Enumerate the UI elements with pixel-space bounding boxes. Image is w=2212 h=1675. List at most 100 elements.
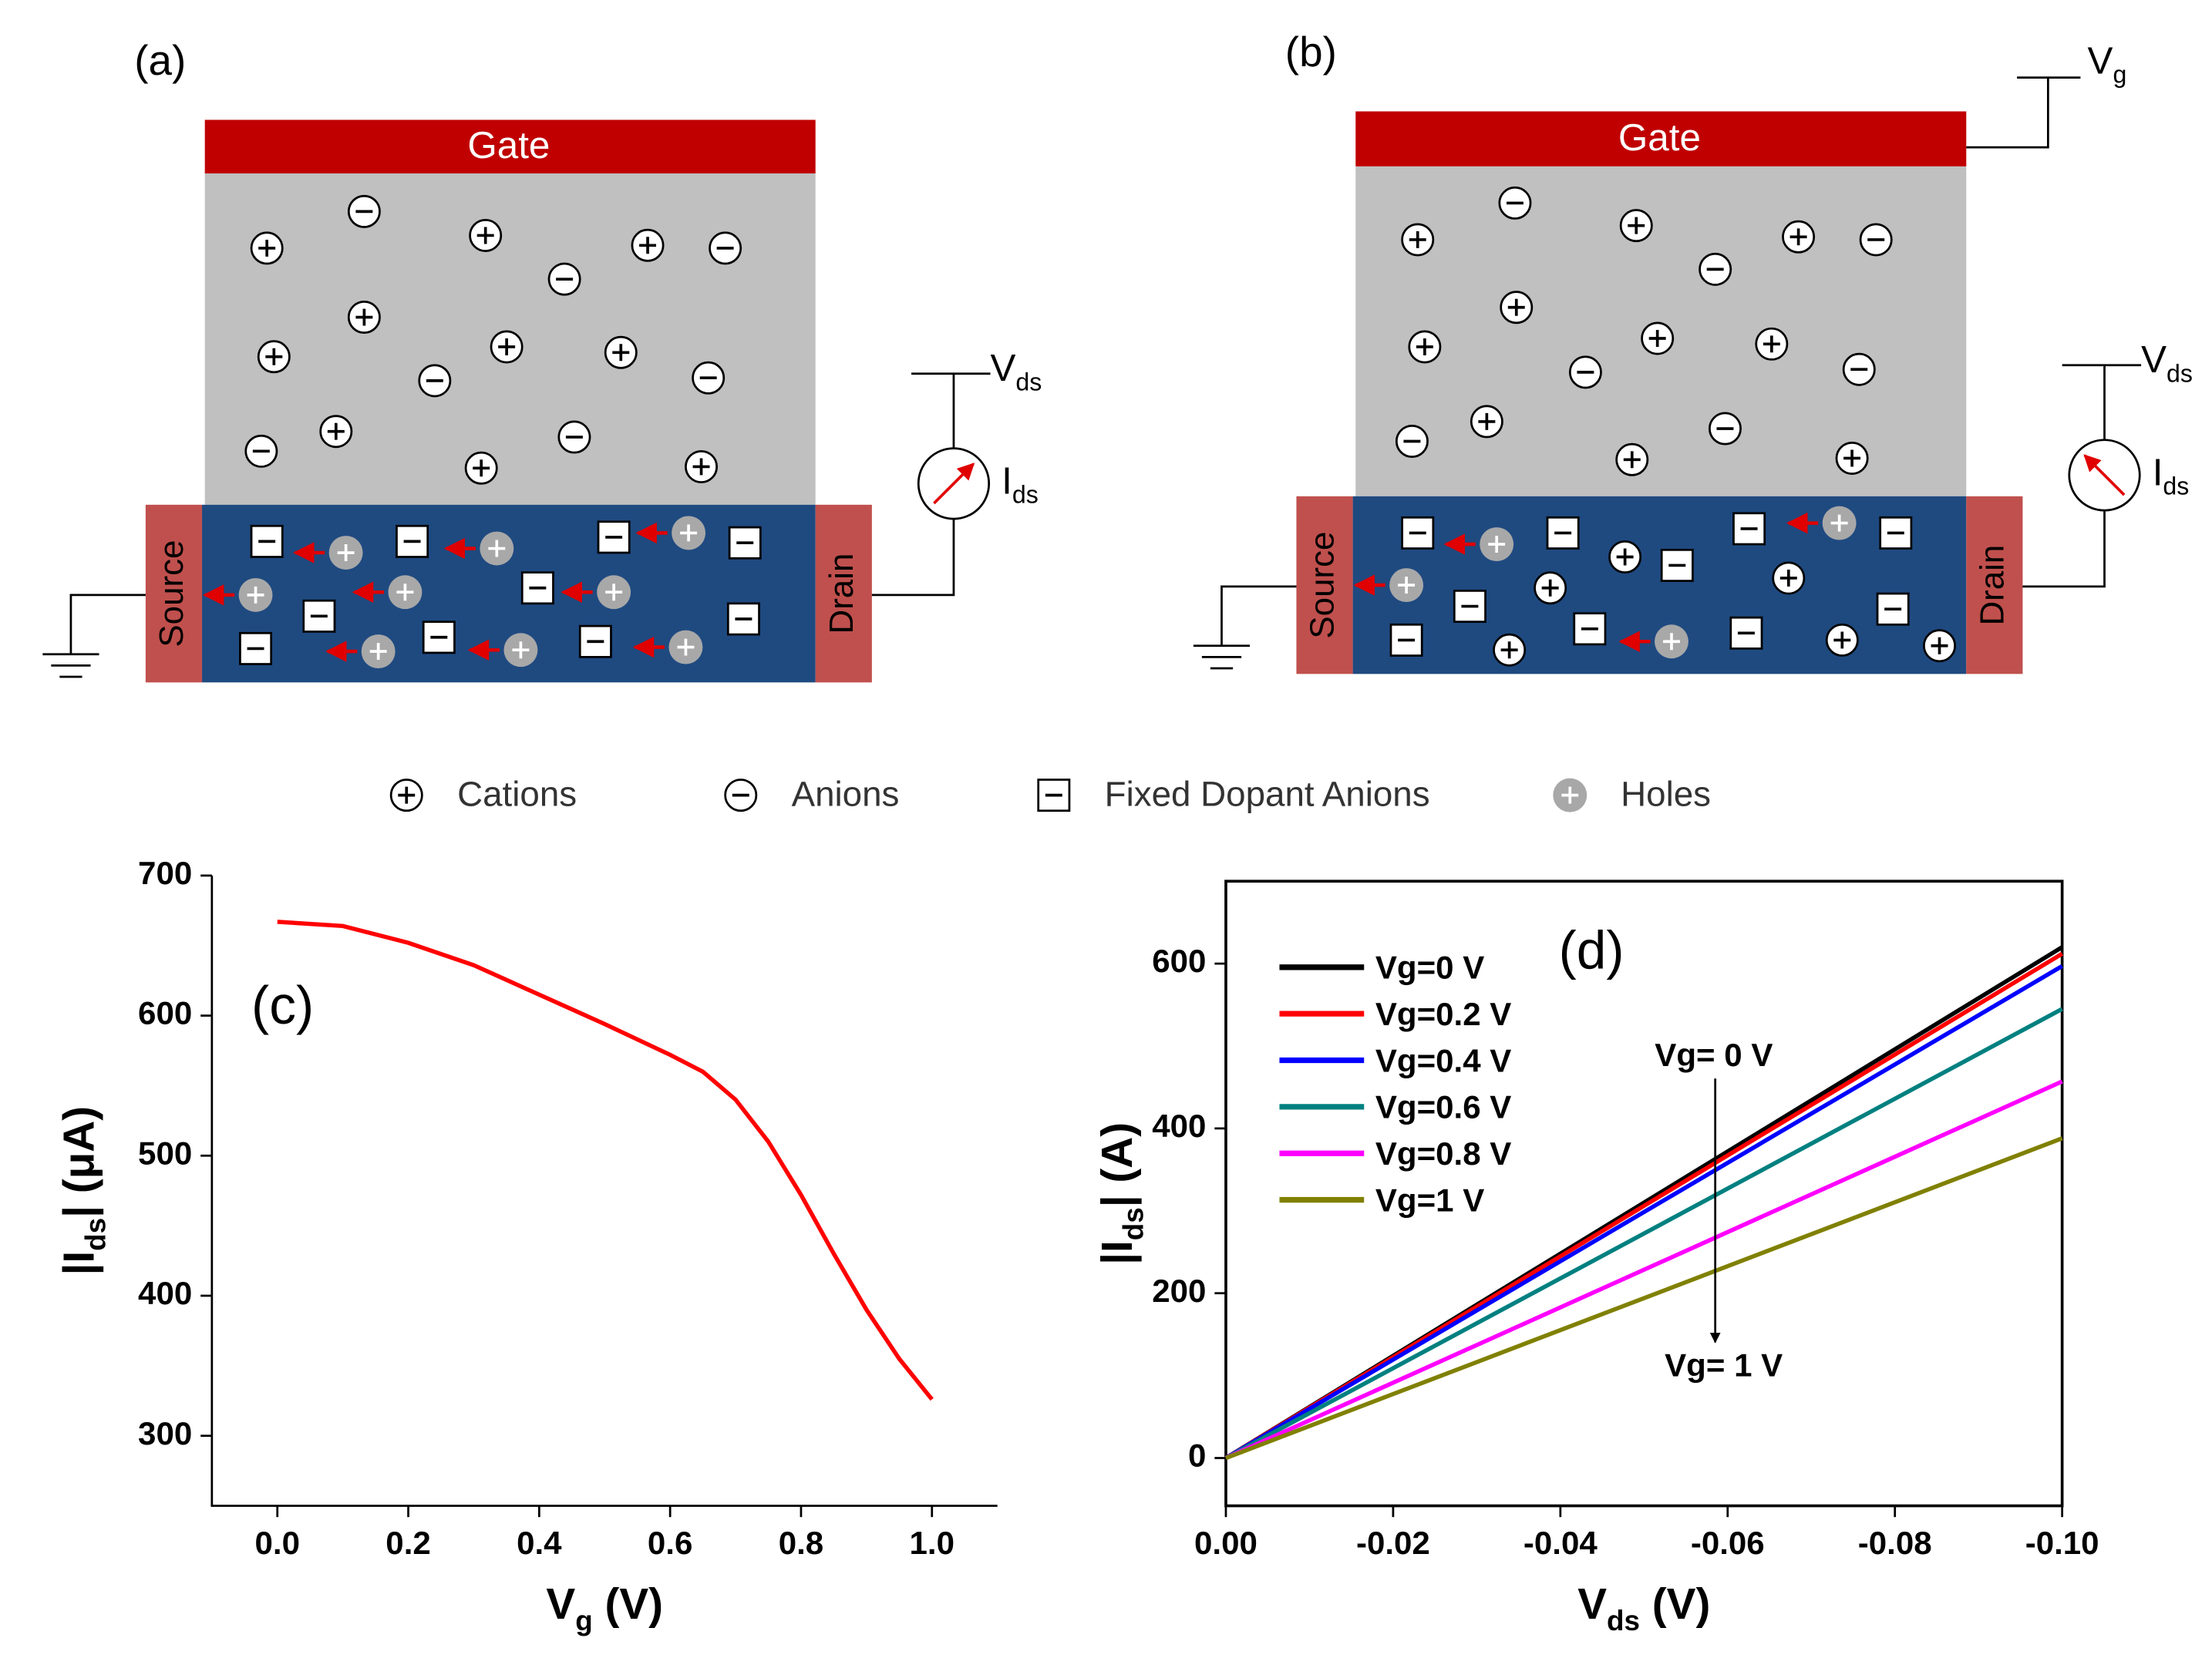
panel-label: (b) — [1285, 28, 1337, 76]
ground — [1193, 644, 1251, 670]
ids-label-main: I — [2153, 451, 2163, 493]
cation-sign — [265, 348, 283, 365]
data-line — [277, 920, 934, 1401]
cation-sign — [1616, 548, 1634, 566]
ids-label-sub: ds — [1012, 481, 1039, 509]
x-tick-label: -0.02 — [1356, 1525, 1430, 1561]
y-tick-label: 500 — [138, 1135, 192, 1171]
annotation: Vg= 0 V — [1655, 1037, 1773, 1073]
cation-sign — [1843, 449, 1861, 467]
cation-sign — [1409, 230, 1426, 248]
x-tick-label: 0.6 — [648, 1525, 692, 1561]
cation-sign — [1648, 330, 1666, 347]
vg-label-main: V — [2088, 39, 2113, 82]
cation-sign — [639, 237, 657, 254]
gate — [204, 119, 816, 173]
hole-sign — [680, 524, 698, 542]
cation-sign — [1416, 338, 1433, 355]
chart: 0.00 -0.02 -0.04 -0.06 -0.08 -0.10 0 200 400 600 V… — [1093, 880, 2099, 1636]
hole-sign — [247, 586, 264, 604]
hole-sign — [605, 584, 623, 601]
legend-label: Fixed Dopant Anions — [1105, 775, 1430, 814]
drain-wire — [871, 372, 991, 597]
x-axis-title-main: V — [1577, 1580, 1607, 1629]
ids-label-main: I — [1002, 459, 1012, 502]
cation-sign — [1789, 228, 1807, 246]
cation-sign — [1833, 631, 1851, 649]
y-tick-label: 600 — [138, 995, 192, 1031]
cation-sign — [692, 458, 710, 476]
drain-label: Drain — [823, 553, 860, 634]
ammeter-needle — [933, 462, 975, 505]
y-tick-label: 0 — [1188, 1438, 1206, 1474]
drain-label: Drain — [1973, 545, 2011, 626]
source — [1296, 496, 1353, 674]
legend-label: Vg=0.2 V — [1375, 996, 1511, 1032]
cation-sign — [355, 308, 373, 326]
cation-sign — [1541, 579, 1559, 597]
y-axis-title-main: |I — [56, 1251, 104, 1276]
dopant — [396, 524, 429, 558]
source-label: Source — [153, 540, 190, 647]
vds-label: Vds — [991, 347, 1042, 396]
chart: 0.0 0.2 0.4 0.6 0.8 1.0 300 400 500 600 700 Vg (V) |… — [56, 855, 998, 1636]
cation-sign — [1623, 451, 1641, 469]
vg-label-sub: g — [2113, 61, 2127, 89]
data-line — [1224, 1079, 2063, 1461]
cation-sign — [1507, 298, 1525, 316]
cation-sign — [1478, 412, 1496, 430]
y-axis-title-tail: | (A) — [1093, 1122, 1142, 1207]
drain — [1966, 496, 2023, 674]
dopant — [1546, 516, 1580, 550]
gate-label: Gate — [467, 124, 550, 166]
hole-sign — [488, 540, 506, 557]
y-tick-label: 700 — [138, 855, 192, 891]
hole-sign — [1398, 577, 1416, 594]
ground — [42, 653, 99, 678]
y-axis-title-sub: ds — [1117, 1207, 1149, 1240]
y-tick-label: 300 — [138, 1415, 192, 1451]
y-tick-label: 400 — [1152, 1108, 1206, 1144]
hole-sign — [1830, 514, 1848, 532]
vds-label-main: V — [2141, 338, 2167, 381]
legend-label: Vg=0.4 V — [1375, 1042, 1511, 1078]
legend-label: Vg=1 V — [1375, 1182, 1484, 1218]
ammeter-needle — [2083, 454, 2126, 496]
axes — [210, 875, 998, 1507]
x-tick-label: -0.10 — [2025, 1525, 2099, 1561]
x-axis-title: Vds (V) — [1577, 1580, 1710, 1636]
cation-sign — [1763, 335, 1780, 353]
x-tick-label: 1.0 — [910, 1525, 954, 1561]
hole-sign — [1488, 536, 1506, 553]
x-tick-label: 0.8 — [779, 1525, 823, 1561]
cation-sign — [398, 786, 416, 804]
ids-label-sub: ds — [2163, 473, 2189, 500]
legend-label: Holes — [1621, 775, 1711, 814]
gate — [1355, 111, 1967, 166]
hole-sign — [512, 641, 530, 659]
symbol-legend: Cations Anions Fixed Dopant Anions Holes — [389, 775, 1711, 814]
annotation: Vg= 1 V — [1665, 1347, 1783, 1383]
legend-label: Cations — [457, 775, 577, 814]
cation-sign — [473, 459, 490, 477]
drain — [815, 504, 872, 683]
hole-sign — [369, 643, 387, 661]
cation-sign — [1779, 569, 1797, 587]
x-tick-label: 0.0 — [255, 1525, 300, 1561]
plot-frame — [1224, 880, 2064, 1508]
ids-label: Ids — [2153, 451, 2190, 500]
panel-label: (c) — [251, 975, 314, 1035]
x-tick-label: 0.00 — [1194, 1525, 1258, 1561]
x-axis-title-tail: (V) — [593, 1580, 663, 1629]
x-tick-label: -0.08 — [1858, 1525, 1932, 1561]
data-line — [1224, 1007, 2063, 1460]
vds-label-main: V — [991, 347, 1016, 389]
hole-sign — [337, 544, 355, 561]
x-axis-title-sub: g — [575, 1605, 593, 1636]
charts: 0.0 0.2 0.4 0.6 0.8 1.0 300 400 500 600 700 Vg (V) |… — [56, 855, 2099, 1636]
ids-label: Ids — [1002, 459, 1039, 509]
x-tick-label: -0.06 — [1691, 1525, 1765, 1561]
cation-sign — [1628, 217, 1645, 234]
hole-sign — [396, 584, 414, 601]
